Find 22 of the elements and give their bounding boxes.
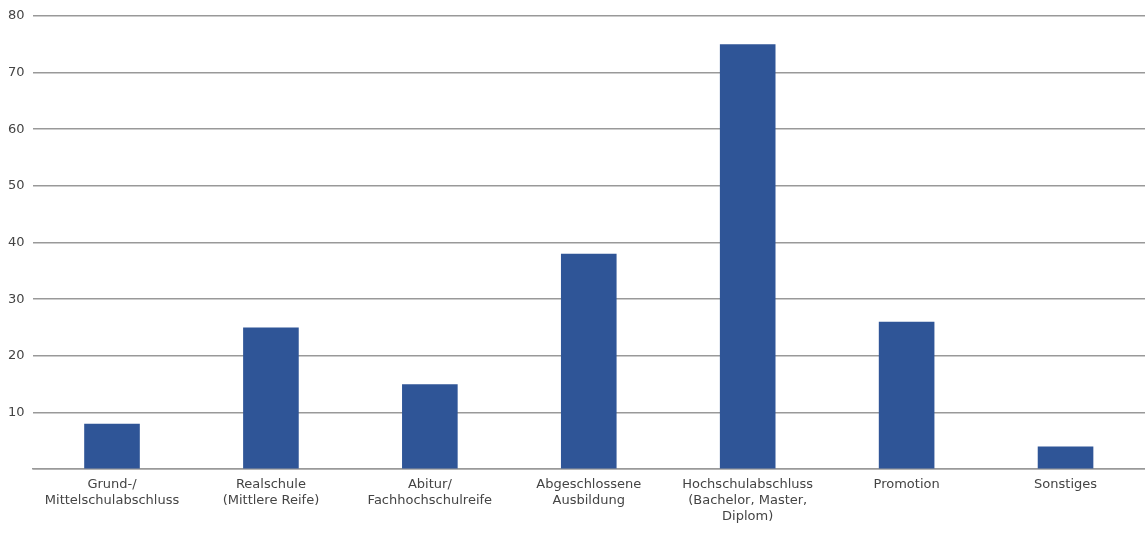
y-tick-label: 70: [8, 63, 25, 79]
bar: [243, 327, 299, 469]
bar: [402, 384, 458, 469]
bar: [560, 253, 617, 469]
bar: [1037, 446, 1094, 469]
y-tick-label: 50: [8, 177, 25, 193]
y-tick-label: 60: [8, 120, 25, 136]
x-tick-label: Abgeschlossene Ausbildung: [536, 476, 642, 507]
x-tick-label: Grund-/ Mittelschulabschluss: [44, 476, 180, 507]
x-tick-label: Promotion: [873, 476, 940, 492]
x-tick-label: Sonstiges: [1034, 476, 1098, 492]
y-tick-label: 20: [8, 347, 25, 363]
y-tick-label: 80: [8, 7, 25, 23]
x-tick-label: Abitur/ Fachhochschulreife: [367, 476, 493, 507]
x-tick-label: Realschule (Mittlere Reife): [222, 476, 320, 507]
bar: [719, 44, 776, 469]
bar: [878, 321, 935, 469]
y-tick-label: 10: [8, 403, 25, 419]
x-tick-label: Hochschulabschluss (Bachelor, Master, Diplom): [682, 476, 814, 523]
y-tick-label: 40: [8, 233, 25, 249]
y-tick-label: 30: [8, 290, 25, 306]
bar: [84, 423, 140, 469]
